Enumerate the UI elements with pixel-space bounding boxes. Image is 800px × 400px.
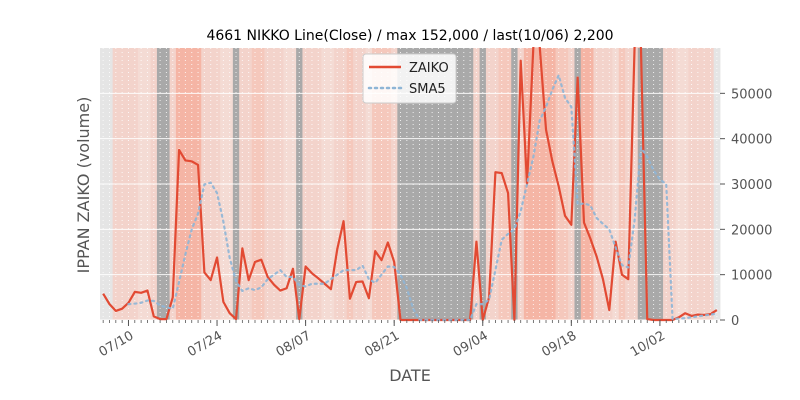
chart-title: 4661 NIKKO Line(Close) / max 152,000 / l… — [206, 28, 613, 44]
y-tick-label: 20000 — [731, 223, 772, 238]
y-axis-title: IPPAN ZAIKO (volume) — [74, 97, 93, 274]
x-axis-title: DATE — [389, 366, 431, 385]
y-tick-label: 40000 — [731, 133, 772, 148]
y-tick-label: 10000 — [731, 269, 772, 284]
x-tick-label: 09/04 — [451, 328, 491, 360]
y-tick-label: 0 — [731, 314, 739, 329]
legend-label-sma5: SMA5 — [409, 82, 446, 97]
series-line-sma5 — [127, 74, 718, 322]
x-tick-label: 09/18 — [539, 328, 579, 360]
y-tick-label: 50000 — [731, 87, 772, 102]
grid-lines — [100, 48, 720, 321]
y-tick-label: 30000 — [731, 178, 772, 193]
series-lines — [98, 0, 722, 322]
legend-label-zaiko: ZAIKO — [409, 61, 449, 76]
x-tick-label: 07/10 — [97, 328, 137, 360]
x-tick-label: 10/02 — [628, 328, 668, 360]
x-tick-label: 08/21 — [362, 328, 402, 360]
x-tick-label: 07/24 — [185, 328, 225, 360]
legend: ZAIKO SMA5 — [362, 53, 457, 104]
x-axis: 07/10 07/24 08/07 08/21 09/04 09/18 10/02 — [97, 320, 718, 360]
series-line-zaiko — [102, 45, 718, 322]
plot-top-mask — [98, 0, 722, 47]
y-axis: 0 10000 20000 30000 40000 50000 — [720, 87, 772, 329]
x-tick-label: 08/07 — [274, 328, 314, 360]
